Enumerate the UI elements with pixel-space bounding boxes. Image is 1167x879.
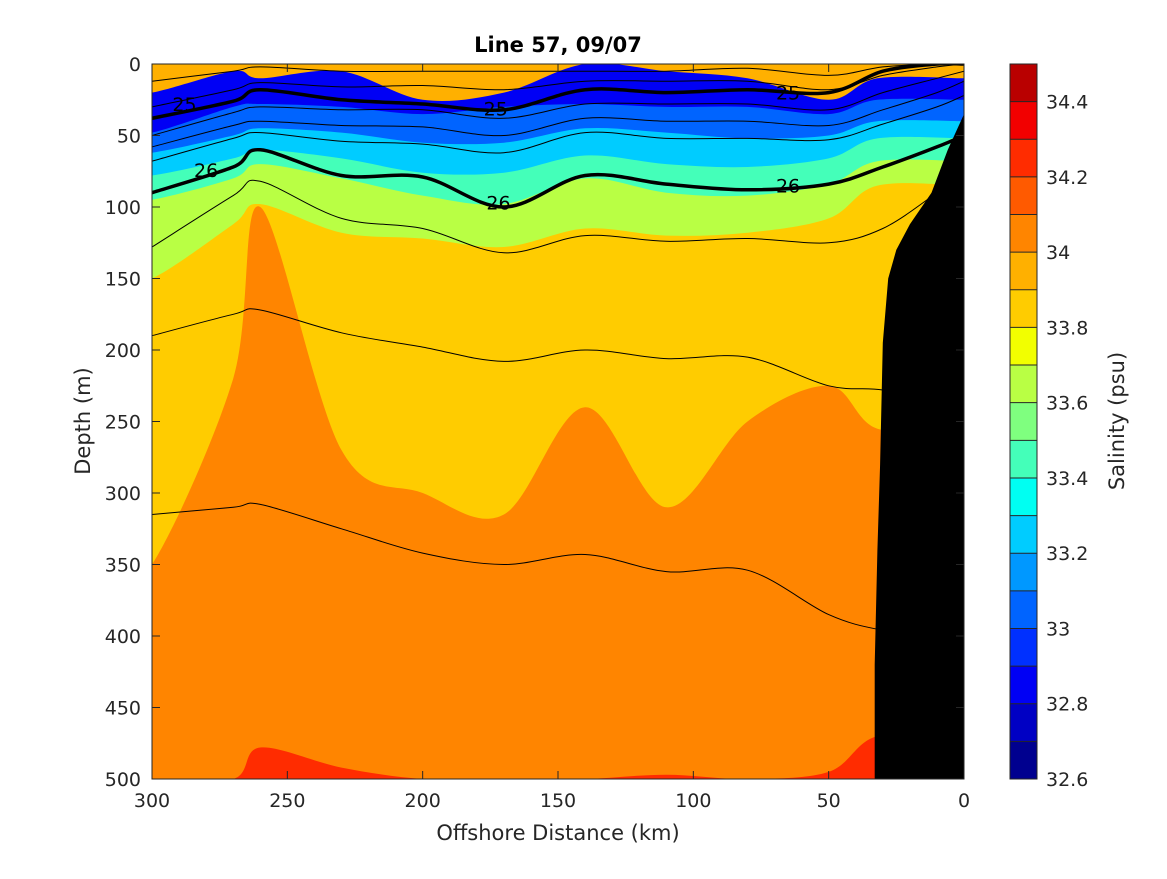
- y-tick-label-8: 400: [105, 626, 141, 648]
- colorbar-swatch-3: [1010, 628, 1037, 666]
- colorbar-tick-label-5: 33.6: [1046, 393, 1088, 415]
- colorbar-swatch-2: [1010, 666, 1037, 704]
- colorbar-swatch-18: [1010, 64, 1037, 102]
- contour-label-1: 25: [484, 98, 508, 120]
- y-tick-label-5: 250: [105, 412, 141, 434]
- colorbar-swatch-9: [1010, 403, 1037, 441]
- y-tick-label-4: 200: [105, 340, 141, 362]
- contour-label-4: 26: [486, 193, 510, 215]
- colorbar-swatch-8: [1010, 440, 1037, 478]
- chart-title: Line 57, 09/07: [474, 33, 642, 57]
- colorbar-swatch-17: [1010, 102, 1037, 140]
- x-tick-label-6: 0: [958, 790, 970, 812]
- x-tick-label-0: 300: [134, 790, 170, 812]
- colorbar-swatch-7: [1010, 478, 1037, 516]
- colorbar-tick-label-9: 34.4: [1046, 92, 1088, 114]
- y-tick-label-9: 450: [105, 698, 141, 720]
- contour-label-2: 25: [776, 83, 800, 105]
- colorbar-swatch-16: [1010, 139, 1037, 177]
- colorbar-swatch-12: [1010, 290, 1037, 328]
- colorbar-label: Salinity (psu): [1105, 352, 1129, 490]
- colorbar-swatch-4: [1010, 591, 1037, 629]
- colorbar-tick-label-2: 33: [1046, 618, 1070, 640]
- x-tick-label-2: 200: [405, 790, 441, 812]
- colorbar-swatch-0: [1010, 741, 1037, 779]
- y-tick-label-10: 500: [105, 769, 141, 791]
- colorbar-tick-label-0: 32.6: [1046, 769, 1088, 791]
- y-tick-label-6: 300: [105, 483, 141, 505]
- x-axis-label: Offshore Distance (km): [436, 821, 679, 845]
- y-tick-label-3: 150: [105, 269, 141, 291]
- x-tick-label-3: 150: [540, 790, 576, 812]
- colorbar-swatch-15: [1010, 177, 1037, 215]
- x-tick-label-4: 100: [675, 790, 711, 812]
- x-tick-label-1: 250: [269, 790, 305, 812]
- contour-label-0: 25: [172, 94, 196, 116]
- colorbar-tick-label-6: 33.8: [1046, 317, 1088, 339]
- colorbar: 32.6 32.8 33 33.2 33.4 33.6 33.8 34 34.2 34.4: [1010, 64, 1088, 791]
- colorbar-tick-label-4: 33.4: [1046, 468, 1088, 490]
- y-axis-label: Depth (m): [71, 367, 95, 474]
- contour-label-3: 26: [194, 160, 218, 182]
- x-tick-label-5: 50: [817, 790, 841, 812]
- y-tick-label-7: 350: [105, 555, 141, 577]
- colorbar-swatch-14: [1010, 215, 1037, 253]
- colorbar-tick-label-3: 33.2: [1046, 543, 1088, 565]
- salinity-field: [112, 63, 1004, 819]
- colorbar-tick-label-8: 34.2: [1046, 167, 1088, 189]
- colorbar-swatch-13: [1010, 252, 1037, 290]
- colorbar-swatch-10: [1010, 365, 1037, 403]
- colorbar-swatch-11: [1010, 327, 1037, 365]
- y-tick-label-2: 100: [105, 197, 141, 219]
- y-tick-label-0: 0: [129, 54, 141, 76]
- y-tick-label-1: 50: [117, 126, 141, 148]
- contour-label-5: 26: [776, 176, 800, 198]
- colorbar-tick-label-7: 34: [1046, 242, 1070, 264]
- colorbar-swatch-5: [1010, 553, 1037, 591]
- colorbar-swatch-6: [1010, 516, 1037, 554]
- colorbar-swatch-1: [1010, 704, 1037, 742]
- colorbar-tick-label-1: 32.8: [1046, 694, 1088, 716]
